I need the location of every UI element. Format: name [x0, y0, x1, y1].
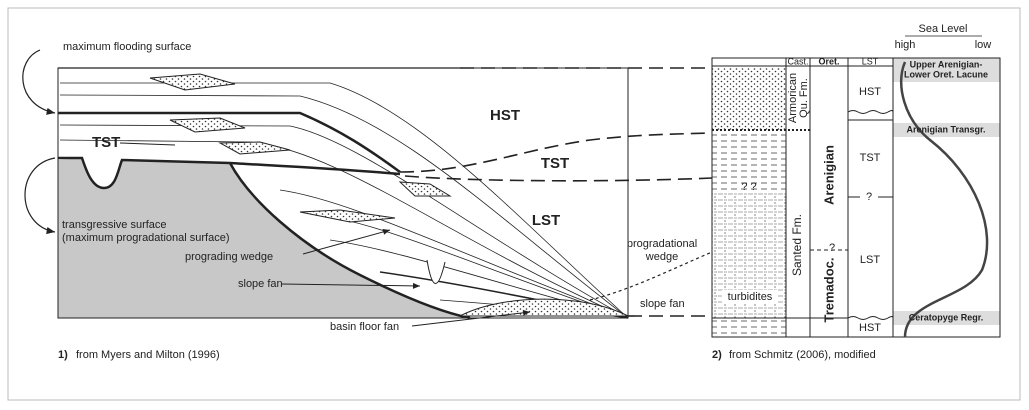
event: Arenigian Transgr. — [906, 124, 985, 134]
event: Upper Arenigian- — [910, 59, 983, 69]
label: prograding wedge — [185, 251, 273, 263]
label: ? — [829, 242, 835, 254]
label: (maximum progradational surface) — [62, 232, 230, 244]
label: progradational — [627, 238, 697, 250]
label: ? ? — [741, 181, 756, 193]
figure: maximum flooding surface TST transgressi… — [0, 0, 1029, 410]
header: Oret. — [818, 56, 839, 66]
label: HST — [490, 107, 520, 124]
stage: Tremadoc. — [821, 257, 836, 322]
formation: Qu. Fm. — [798, 78, 810, 118]
caption: from Schmitz (2006), modified — [729, 349, 876, 361]
label: wedge — [645, 251, 678, 263]
caption: from Myers and Milton (1996) — [76, 349, 220, 361]
systems-tract: LST — [860, 254, 880, 266]
axis-label: high — [895, 39, 916, 51]
label: basin floor fan — [330, 321, 399, 333]
label: slope fan — [238, 278, 283, 290]
event: Ceratopyge Regr. — [909, 312, 984, 322]
systems-tract: HST — [859, 322, 881, 334]
label: ? — [866, 191, 872, 203]
label: LST — [532, 212, 560, 229]
label: maximum flooding surface — [63, 41, 191, 53]
panel-number: 1) — [58, 349, 68, 361]
stage: Arenigian — [821, 145, 836, 205]
heading: Sea Level — [919, 23, 968, 35]
label: slope fan — [640, 298, 685, 310]
panel-number: 2) — [712, 349, 722, 361]
label: TST — [541, 155, 569, 172]
formation: Santed Fm. — [790, 214, 804, 276]
header: Cast. — [787, 56, 808, 66]
header: LST — [862, 56, 879, 66]
axis-label: low — [975, 39, 992, 51]
event: Lower Oret. Lacune — [904, 69, 988, 79]
systems-tract: HST — [859, 86, 881, 98]
systems-tract: TST — [860, 152, 881, 164]
label: transgressive surface — [62, 219, 167, 231]
left-diagram — [23, 50, 712, 326]
label: TST — [92, 134, 120, 151]
label: turbidites — [728, 291, 773, 303]
